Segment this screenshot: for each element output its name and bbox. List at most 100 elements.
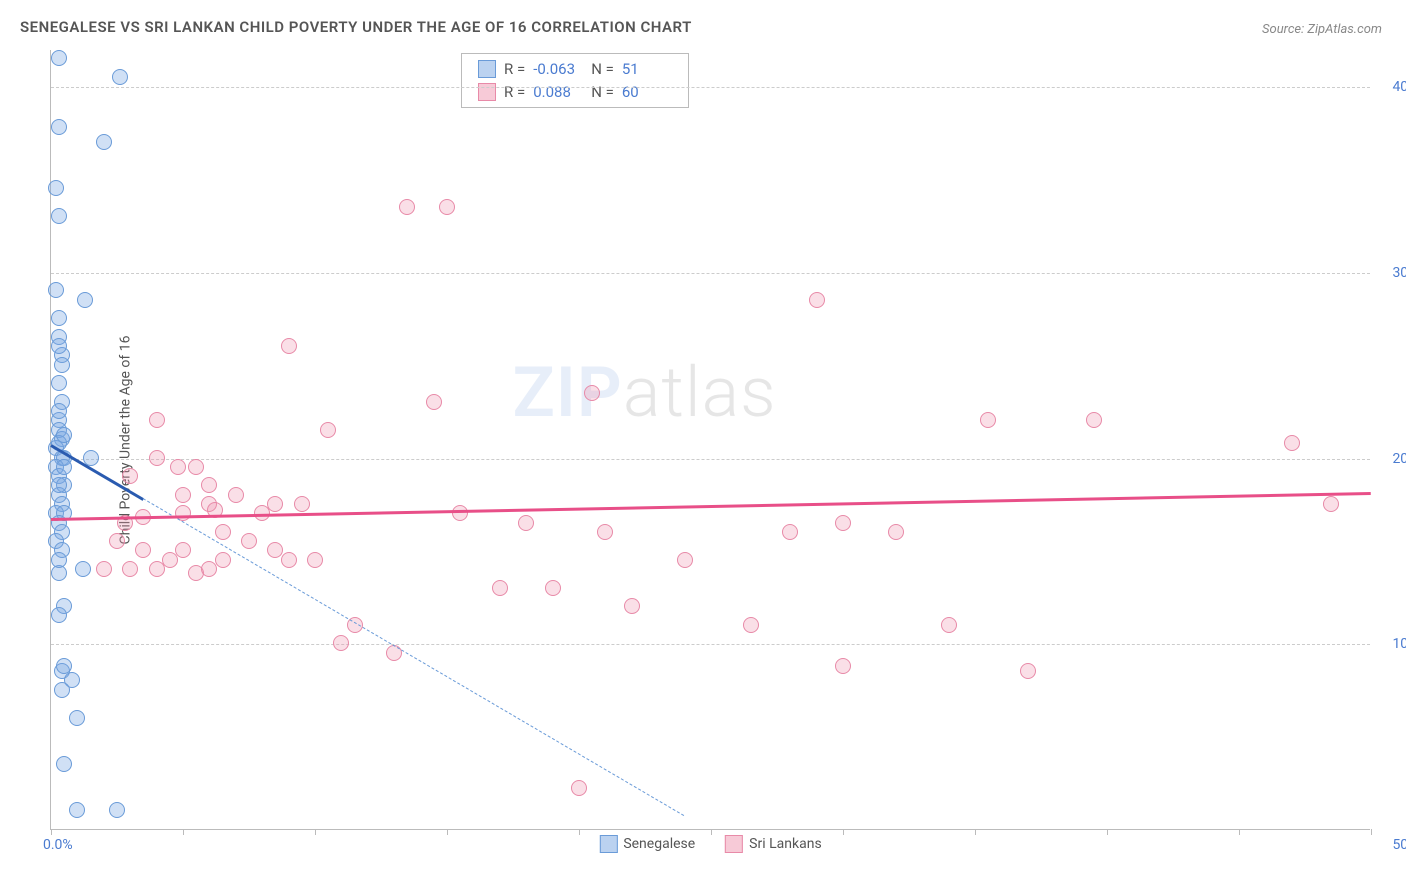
- scatter-point: [51, 338, 67, 354]
- scatter-point: [51, 50, 67, 66]
- x-tick: [579, 829, 580, 835]
- scatter-point: [162, 552, 178, 568]
- scatter-point: [149, 450, 165, 466]
- scatter-point: [56, 427, 72, 443]
- scatter-point: [54, 357, 70, 373]
- scatter-point: [1086, 412, 1102, 428]
- watermark: ZIPatlas: [512, 352, 776, 434]
- scatter-point: [307, 552, 323, 568]
- trend-line: [51, 492, 1371, 521]
- scatter-point: [135, 542, 151, 558]
- gridline: [51, 644, 1370, 645]
- scatter-point: [518, 515, 534, 531]
- x-tick: [1239, 829, 1240, 835]
- scatter-point: [597, 524, 613, 540]
- legend-swatch-pink-icon: [725, 835, 743, 853]
- scatter-point: [492, 580, 508, 596]
- r-value: -0.063: [533, 58, 583, 81]
- scatter-point: [980, 412, 996, 428]
- scatter-point: [888, 524, 904, 540]
- scatter-point: [281, 552, 297, 568]
- scatter-point: [96, 561, 112, 577]
- x-tick: [975, 829, 976, 835]
- y-tick-label: 20.0%: [1392, 451, 1406, 467]
- x-tick: [447, 829, 448, 835]
- y-tick-label: 30.0%: [1392, 265, 1406, 281]
- scatter-point: [175, 542, 191, 558]
- watermark-light: atlas: [623, 352, 777, 434]
- legend-item: Senegalese: [599, 835, 695, 853]
- scatter-point: [571, 780, 587, 796]
- n-label: N =: [591, 58, 614, 81]
- legend-item: Sri Lankans: [725, 835, 822, 853]
- scatter-point: [215, 524, 231, 540]
- scatter-point: [96, 134, 112, 150]
- scatter-point: [69, 710, 85, 726]
- r-value: 0.088: [533, 81, 583, 104]
- x-tick: [315, 829, 316, 835]
- scatter-point: [215, 552, 231, 568]
- scatter-point: [320, 422, 336, 438]
- x-tick: [711, 829, 712, 835]
- scatter-point: [241, 533, 257, 549]
- scatter-point: [439, 199, 455, 215]
- scatter-point: [584, 385, 600, 401]
- gridline: [51, 459, 1370, 460]
- gridline: [51, 273, 1370, 274]
- scatter-point: [56, 459, 72, 475]
- swatch-pink-icon: [478, 83, 496, 101]
- scatter-point: [48, 180, 64, 196]
- scatter-point: [677, 552, 693, 568]
- chart-title: SENEGALESE VS SRI LANKAN CHILD POVERTY U…: [20, 18, 692, 36]
- y-tick-label: 40.0%: [1392, 79, 1406, 95]
- scatter-point: [399, 199, 415, 215]
- legend-label: Senegalese: [623, 836, 695, 852]
- scatter-point: [267, 542, 283, 558]
- scatter-point: [170, 459, 186, 475]
- x-tick: [1107, 829, 1108, 835]
- r-label: R =: [504, 81, 525, 104]
- scatter-point: [188, 459, 204, 475]
- watermark-bold: ZIP: [512, 352, 622, 434]
- scatter-point: [201, 477, 217, 493]
- scatter-point: [51, 607, 67, 623]
- legend-swatch-blue-icon: [599, 835, 617, 853]
- legend-label: Sri Lankans: [749, 836, 822, 852]
- scatter-point: [48, 282, 64, 298]
- n-value: 51: [622, 58, 672, 81]
- trend-line: [143, 498, 685, 816]
- scatter-point: [267, 496, 283, 512]
- x-tick-label-50: 50.0%: [1392, 837, 1406, 853]
- scatter-point: [51, 375, 67, 391]
- stats-box: R = -0.063 N = 51 R = 0.088 N = 60: [461, 53, 689, 108]
- scatter-point: [782, 524, 798, 540]
- chart-container: SENEGALESE VS SRI LANKAN CHILD POVERTY U…: [0, 0, 1406, 892]
- swatch-blue-icon: [478, 60, 496, 78]
- n-label: N =: [591, 81, 614, 104]
- x-tick-label-0: 0.0%: [43, 837, 73, 853]
- scatter-point: [545, 580, 561, 596]
- scatter-point: [201, 561, 217, 577]
- bottom-legend: Senegalese Sri Lankans: [599, 835, 821, 853]
- gridline: [51, 87, 1370, 88]
- scatter-point: [75, 561, 91, 577]
- scatter-point: [77, 292, 93, 308]
- scatter-point: [624, 598, 640, 614]
- scatter-point: [281, 338, 297, 354]
- scatter-point: [743, 617, 759, 633]
- scatter-point: [1020, 663, 1036, 679]
- scatter-point: [228, 487, 244, 503]
- scatter-point: [109, 802, 125, 818]
- scatter-point: [56, 658, 72, 674]
- r-label: R =: [504, 58, 525, 81]
- scatter-point: [941, 617, 957, 633]
- scatter-point: [56, 756, 72, 772]
- scatter-point: [835, 658, 851, 674]
- scatter-point: [54, 682, 70, 698]
- scatter-point: [112, 69, 128, 85]
- scatter-point: [333, 635, 349, 651]
- scatter-point: [51, 310, 67, 326]
- scatter-point: [51, 119, 67, 135]
- scatter-point: [51, 208, 67, 224]
- scatter-point: [51, 403, 67, 419]
